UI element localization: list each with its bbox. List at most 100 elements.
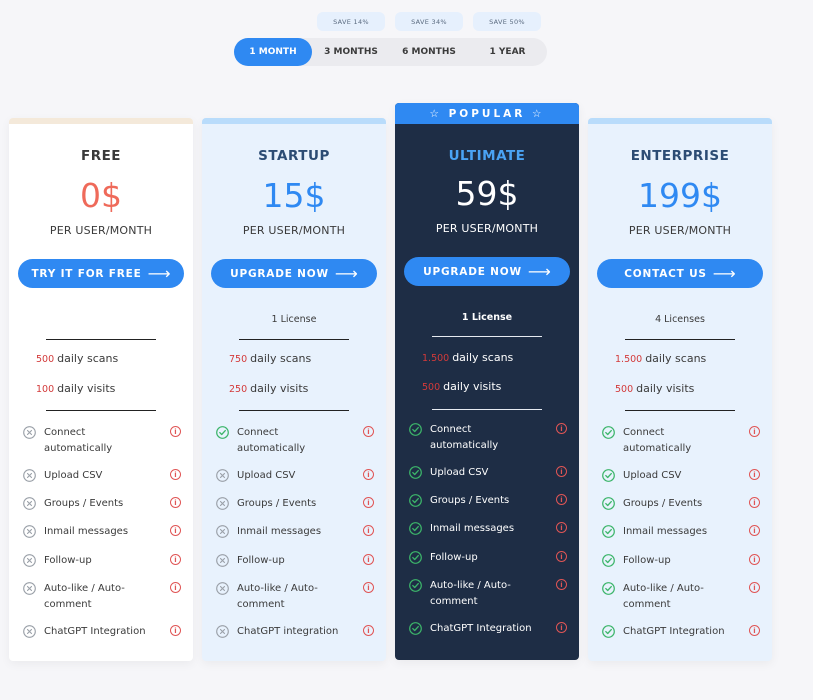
info-icon[interactable]: i	[749, 582, 760, 593]
info-icon[interactable]: i	[363, 497, 374, 508]
info-icon[interactable]: i	[749, 525, 760, 536]
feature-row: Connect automatically i	[216, 425, 374, 457]
check-circle-icon	[602, 426, 615, 439]
check-circle-icon	[602, 497, 615, 510]
feature-label: Auto-like / Auto-comment	[237, 583, 318, 610]
info-icon[interactable]: i	[749, 426, 760, 437]
feature-row: Groups / Events i	[216, 496, 374, 512]
check-circle-icon	[602, 582, 615, 595]
feature-row: Follow-up i	[216, 553, 374, 569]
info-icon[interactable]: i	[363, 582, 374, 593]
cross-circle-icon	[216, 469, 229, 482]
billing-period-selector: 1 MONTH 3 MONTHS 6 MONTHS 1 YEAR	[234, 38, 547, 66]
feature-label: Follow-up	[623, 555, 671, 566]
feature-label: Upload CSV	[623, 470, 682, 481]
feature-label: ChatGPT Integration	[623, 626, 725, 637]
info-icon[interactable]: i	[363, 469, 374, 480]
check-circle-icon	[216, 426, 229, 439]
feature-label: ChatGPT Integration	[430, 623, 532, 634]
upgrade-now-button[interactable]: UPGRADE NOW ⟶	[211, 259, 377, 288]
info-icon[interactable]: i	[556, 622, 567, 633]
feature-row: Auto-like / Auto-comment i	[23, 581, 181, 613]
feature-row: Upload CSV i	[216, 468, 374, 484]
info-icon[interactable]: i	[556, 466, 567, 477]
feature-label: Auto-like / Auto-comment	[44, 583, 125, 610]
info-icon[interactable]: i	[170, 469, 181, 480]
feature-row: Auto-like / Auto-comment i	[602, 581, 760, 613]
plan-name: ULTIMATE	[448, 148, 526, 164]
arrow-right-icon: ⟶	[712, 263, 736, 283]
feature-label: Connect automatically	[44, 427, 113, 454]
upgrade-now-button[interactable]: UPGRADE NOW ⟶	[404, 257, 570, 286]
cross-circle-icon	[23, 426, 36, 439]
info-icon[interactable]: i	[170, 426, 181, 437]
tab-1-year[interactable]: 1 YEAR	[489, 47, 526, 57]
try-free-button[interactable]: TRY IT FOR FREE ⟶	[18, 259, 184, 288]
arrow-right-icon: ⟶	[147, 263, 171, 283]
info-icon[interactable]: i	[556, 522, 567, 533]
tab-6-months[interactable]: 6 MONTHS	[402, 47, 456, 57]
cross-circle-icon	[216, 497, 229, 510]
info-icon[interactable]: i	[749, 625, 760, 636]
info-icon[interactable]: i	[170, 497, 181, 508]
plan-price: 199$	[638, 176, 722, 215]
feature-label: ChatGPT integration	[237, 626, 339, 637]
cross-circle-icon	[23, 625, 36, 638]
check-circle-icon	[409, 423, 422, 436]
info-icon[interactable]: i	[749, 497, 760, 508]
feature-row: Auto-like / Auto-comment i	[216, 581, 374, 613]
divider	[625, 339, 735, 340]
feature-row: Inmail messages i	[409, 521, 567, 537]
feature-row: Upload CSV i	[409, 465, 567, 481]
plan-price: 59$	[455, 174, 519, 213]
feature-label: Connect automatically	[237, 427, 306, 454]
contact-us-button[interactable]: CONTACT US ⟶	[597, 259, 763, 288]
info-icon[interactable]: i	[749, 554, 760, 565]
info-icon[interactable]: i	[556, 423, 567, 434]
info-icon[interactable]: i	[170, 525, 181, 536]
feature-label: ChatGPT Integration	[44, 626, 146, 637]
feature-row: Groups / Events i	[409, 493, 567, 509]
feature-row: ChatGPT integration i	[216, 624, 374, 640]
daily-visits: 250 daily visits	[229, 382, 309, 395]
tab-1-month[interactable]: 1 MONTH	[234, 38, 312, 66]
tab-3-months[interactable]: 3 MONTHS	[324, 47, 378, 57]
check-circle-icon	[602, 625, 615, 638]
divider	[625, 410, 735, 411]
plan-card-startup: STARTUP 15$ PER USER/MONTH UPGRADE NOW ⟶…	[202, 118, 386, 661]
info-icon[interactable]: i	[556, 494, 567, 505]
check-circle-icon	[409, 522, 422, 535]
plan-card-free: FREE 0$ PER USER/MONTH TRY IT FOR FREE ⟶…	[9, 118, 193, 661]
cross-circle-icon	[23, 497, 36, 510]
feature-label: Follow-up	[430, 552, 478, 563]
info-icon[interactable]: i	[363, 625, 374, 636]
daily-scans: 1.500 daily scans	[422, 351, 514, 364]
daily-scans: 1.500 daily scans	[615, 352, 707, 365]
info-icon[interactable]: i	[170, 554, 181, 565]
check-circle-icon	[602, 469, 615, 482]
info-icon[interactable]: i	[363, 554, 374, 565]
feature-row: ChatGPT Integration i	[23, 624, 181, 640]
feature-row: Connect automatically i	[23, 425, 181, 457]
cross-circle-icon	[23, 469, 36, 482]
info-icon[interactable]: i	[170, 625, 181, 636]
feature-label: Upload CSV	[44, 470, 103, 481]
info-icon[interactable]: i	[363, 426, 374, 437]
info-icon[interactable]: i	[556, 551, 567, 562]
price-unit: PER USER/MONTH	[628, 224, 732, 237]
save-badge-1-year: SAVE 50%	[473, 12, 541, 31]
feature-label: Follow-up	[237, 555, 285, 566]
plan-card-enterprise: ENTERPRISE 199$ PER USER/MONTH CONTACT U…	[588, 118, 772, 661]
feature-label: Groups / Events	[430, 495, 510, 506]
popular-badge: ☆ POPULAR ☆	[395, 103, 579, 124]
button-label: UPGRADE NOW	[423, 265, 522, 278]
info-icon[interactable]: i	[170, 582, 181, 593]
info-icon[interactable]: i	[749, 469, 760, 480]
feature-label: Groups / Events	[44, 498, 124, 509]
info-icon[interactable]: i	[363, 525, 374, 536]
divider	[432, 409, 542, 410]
cross-circle-icon	[216, 525, 229, 538]
price-unit: PER USER/MONTH	[242, 224, 346, 237]
info-icon[interactable]: i	[556, 579, 567, 590]
feature-row: Inmail messages i	[602, 524, 760, 540]
